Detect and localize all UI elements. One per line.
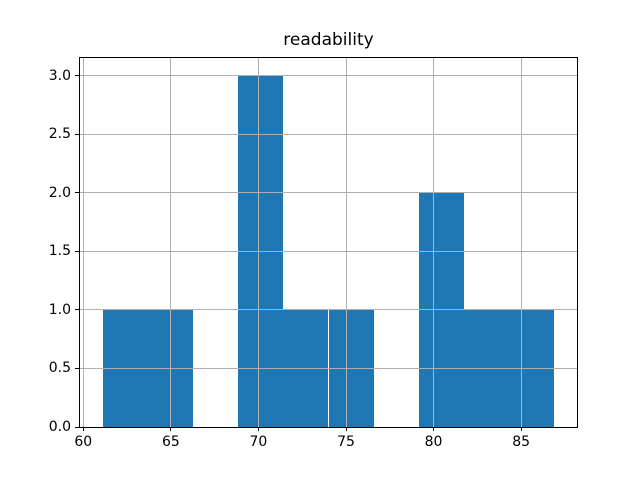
y-tick-label: 2.0 — [48, 184, 71, 201]
x-tick-mark — [170, 427, 172, 431]
plot-area — [80, 58, 577, 428]
gridline-y — [80, 133, 577, 135]
y-tick-mark — [75, 309, 79, 311]
y-tick-label: 0.5 — [48, 360, 71, 377]
y-tick-mark — [75, 133, 79, 135]
y-tick-label: 1.0 — [48, 301, 71, 318]
y-tick-mark — [75, 250, 79, 252]
x-tick-mark — [82, 427, 84, 431]
y-tick-mark — [75, 367, 79, 369]
gridline-x — [82, 58, 84, 427]
y-tick-label: 2.5 — [48, 126, 71, 143]
gridline-y — [80, 426, 577, 428]
y-tick-mark — [75, 75, 79, 77]
y-tick-mark — [75, 426, 79, 428]
y-tick-mark — [75, 192, 79, 194]
x-tick-label: 65 — [161, 434, 180, 450]
chart-title: readability — [283, 30, 374, 50]
x-tick-label: 80 — [424, 434, 443, 450]
y-tick-label: 0.0 — [48, 419, 71, 435]
x-tick-label: 70 — [249, 434, 268, 450]
x-tick-mark — [433, 427, 435, 431]
x-tick-mark — [257, 427, 259, 431]
x-tick-mark — [345, 427, 347, 431]
gridline-y — [80, 192, 577, 194]
gridline-x — [345, 58, 347, 427]
gridline-y — [80, 367, 577, 369]
y-tick-label: 3.0 — [48, 67, 71, 84]
gridline-y — [80, 309, 577, 311]
gridline-x — [257, 58, 259, 427]
y-tick-label: 1.5 — [48, 243, 71, 260]
gridline-x — [433, 58, 435, 427]
gridline-x — [170, 58, 172, 427]
gridline-y — [80, 250, 577, 252]
x-tick-label: 60 — [74, 434, 93, 450]
x-tick-mark — [520, 427, 522, 431]
x-tick-label: 75 — [337, 434, 355, 450]
x-tick-label: 85 — [512, 434, 531, 450]
gridline-y — [80, 75, 577, 77]
gridline-x — [520, 58, 522, 427]
